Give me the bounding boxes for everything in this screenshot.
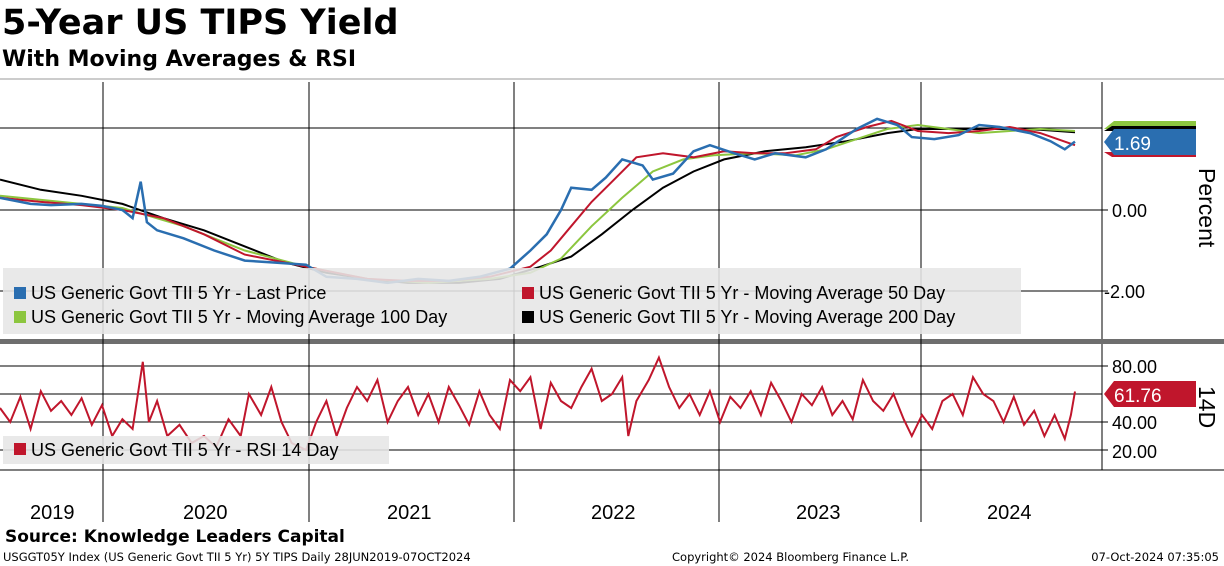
chart-subtitle: With Moving Averages & RSI <box>2 47 357 72</box>
chart-title: 5-Year US TIPS Yield <box>2 3 399 43</box>
legend-swatch-ma50 <box>522 287 534 299</box>
main-series <box>0 117 1076 285</box>
main-gridlines <box>0 127 1102 292</box>
footer-copyright: Copyright© 2024 Bloomberg Finance L.P. <box>672 550 909 564</box>
rsi-value-callout: 61.76 <box>1104 381 1196 407</box>
rsi-series <box>0 354 1076 452</box>
legend-swatch-last-price <box>14 287 26 299</box>
footer-ticker-info: USGGT05Y Index (US Generic Govt TII 5 Yr… <box>3 550 471 564</box>
x-tick-label: 2019 <box>30 502 75 524</box>
legend-swatch-ma100 <box>14 311 26 323</box>
x-tick-label: 2021 <box>387 502 432 524</box>
legend-swatch-ma200 <box>522 311 534 323</box>
x-tick-label: 2023 <box>796 502 841 524</box>
x-axis: 2019 2020 2021 2022 2023 2024 <box>30 502 1032 524</box>
y-axis-label: Percent <box>1194 168 1220 248</box>
main-legend: US Generic Govt TII 5 Yr - Last Price US… <box>3 268 1021 334</box>
x-tick-label: 2022 <box>591 502 636 524</box>
legend-label-ma50: US Generic Govt TII 5 Yr - Moving Averag… <box>539 283 945 303</box>
legend-swatch-rsi <box>14 443 26 455</box>
rsi-tick-label: 20.00 <box>1112 442 1157 462</box>
panel-frame <box>0 78 1224 471</box>
rsi-legend: US Generic Govt TII 5 Yr - RSI 14 Day <box>3 436 389 464</box>
rsi-tick-label: 80.00 <box>1112 357 1157 377</box>
last-price-value-box <box>1104 129 1196 155</box>
ytick-label: -2.00 <box>1104 282 1145 302</box>
series-last-price-line <box>0 117 1076 285</box>
ytick-label: 0.00 <box>1112 201 1147 221</box>
series-rsi-line <box>0 354 1076 452</box>
last-price-value: 1.69 <box>1114 134 1151 155</box>
rsi-tick-label: 40.00 <box>1112 413 1157 433</box>
legend-label-rsi: US Generic Govt TII 5 Yr - RSI 14 Day <box>31 440 338 460</box>
x-tick-label: 2024 <box>987 502 1032 524</box>
rsi-value: 61.76 <box>1114 386 1162 407</box>
series-ma50-line <box>0 119 1076 282</box>
x-tick-label: 2020 <box>183 502 228 524</box>
right-axis: 0.00 -2.00 Percent 80.00 40.00 20.00 14D <box>1102 168 1220 462</box>
series-ma200-line <box>0 128 1076 284</box>
last-value-callout: 1.69 <box>1104 121 1196 157</box>
rsi-value-box <box>1104 381 1196 407</box>
rsi-axis-label: 14D <box>1194 386 1220 428</box>
legend-label-ma100: US Generic Govt TII 5 Yr - Moving Averag… <box>31 307 447 327</box>
legend-label-last-price: US Generic Govt TII 5 Yr - Last Price <box>31 283 326 303</box>
footer-timestamp: 07-Oct-2024 07:35:05 <box>1091 550 1219 564</box>
source-note: Source: Knowledge Leaders Capital <box>5 527 345 547</box>
legend-label-ma200: US Generic Govt TII 5 Yr - Moving Averag… <box>539 307 955 327</box>
series-ma100-line <box>0 123 1076 284</box>
